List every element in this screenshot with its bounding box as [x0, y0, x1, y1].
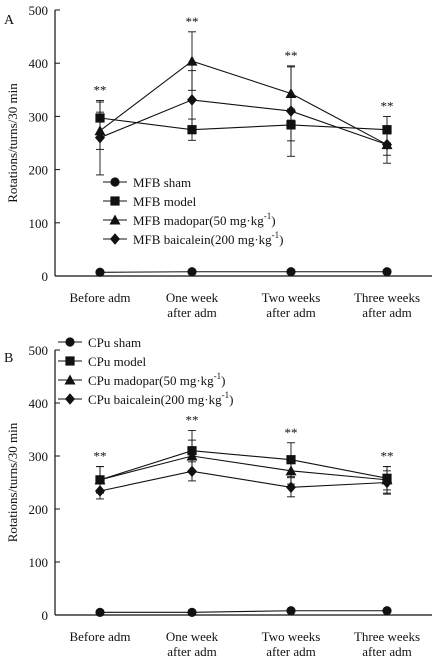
- x-tick-label: after adm: [266, 644, 315, 659]
- data-point-diamond: [187, 465, 197, 478]
- x-tick-label: after adm: [266, 305, 315, 320]
- x-tick-label: Before adm: [69, 629, 130, 644]
- data-point-diamond: [95, 131, 105, 144]
- series-line: [100, 610, 387, 613]
- x-tick-label: Before adm: [69, 290, 130, 305]
- y-tick-label: 500: [29, 343, 49, 358]
- y-tick-label: 300: [29, 109, 49, 124]
- legend-label: CPu model: [88, 354, 147, 369]
- data-point-triangle: [186, 55, 198, 66]
- panel-label: A: [4, 13, 15, 28]
- legend-marker-square: [65, 356, 75, 366]
- significance-mark: **: [285, 425, 298, 440]
- y-tick-label: 0: [42, 269, 49, 284]
- series-line: [99, 470, 388, 492]
- legend: MFB sham MFB model MFB madopar(50 mg·kg-1)…: [103, 175, 284, 247]
- data-point-diamond: [187, 94, 197, 106]
- y-tick-label: 0: [42, 608, 49, 623]
- legend-label: MFB madopar(50 mg·kg-1): [133, 211, 276, 228]
- x-tick-label: Two weeks: [262, 290, 321, 305]
- significance-mark: **: [94, 449, 107, 464]
- data-point-triangle: [285, 465, 297, 476]
- data-point-circle: [286, 267, 296, 277]
- data-point-diamond: [95, 485, 105, 497]
- y-tick-label: 200: [29, 502, 49, 517]
- series-triangle: [94, 31, 393, 156]
- legend-label: CPu madopar(50 mg·kg-1): [88, 371, 226, 388]
- x-tick-label: Three weeks: [354, 629, 420, 644]
- data-point-circle: [187, 267, 197, 277]
- panel-label: B: [4, 351, 13, 366]
- data-point-circle: [286, 606, 296, 616]
- series-circle: [95, 267, 392, 277]
- y-axis-label: Rotations/turns/30 min: [5, 83, 20, 203]
- data-point-triangle: [186, 450, 198, 461]
- legend-label: CPu baicalein(200 mg·kg-1): [88, 390, 233, 407]
- legend-marker-circle: [110, 177, 120, 187]
- legend-label: MFB model: [133, 194, 197, 209]
- data-point-square: [187, 125, 197, 135]
- x-tick-label: One week: [166, 629, 219, 644]
- series-line: [99, 455, 388, 481]
- significance-mark: **: [186, 14, 199, 29]
- significance-mark: **: [285, 48, 298, 63]
- x-tick-label: Three weeks: [354, 290, 420, 305]
- series-square: [95, 430, 392, 494]
- series-circle: [95, 606, 392, 617]
- chart-panel-A: A 0 100 200 300 400 500 Rotations/turns/30 min B…: [4, 3, 432, 320]
- data-point-diamond: [382, 476, 392, 489]
- data-point-diamond: [286, 105, 296, 117]
- data-point-diamond: [286, 481, 296, 494]
- legend-label: CPu sham: [88, 335, 141, 350]
- x-tick-label: Two weeks: [262, 629, 321, 644]
- y-tick-label: 200: [29, 163, 49, 178]
- data-point-circle: [187, 607, 197, 617]
- data-point-circle: [382, 606, 392, 616]
- y-tick-label: 100: [29, 216, 49, 231]
- series-diamond: [95, 461, 392, 500]
- chart-panel-B: B 0 100 200 300 400 500 Rotations/turns/30 min B…: [4, 335, 432, 659]
- y-tick-label: 400: [29, 56, 49, 71]
- series-line: [99, 271, 387, 273]
- legend-marker-triangle: [109, 214, 121, 225]
- series-triangle: [94, 439, 393, 494]
- legend-marker-diamond: [110, 233, 120, 245]
- data-point-diamond: [382, 138, 392, 151]
- data-point-circle: [95, 607, 105, 617]
- legend-marker-square: [110, 196, 120, 206]
- x-tick-label: after adm: [362, 305, 411, 320]
- significance-mark: **: [186, 413, 199, 428]
- series-line: [99, 450, 388, 481]
- legend: CPu sham CPu model CPu madopar(50 mg·kg-1)…: [58, 335, 233, 407]
- significance-mark: **: [94, 82, 107, 97]
- legend-marker-diamond: [65, 393, 75, 405]
- y-tick-label: 100: [29, 555, 49, 570]
- legend-label: MFB baicalein(200 mg·kg-1): [133, 230, 284, 247]
- legend-marker-triangle: [64, 374, 76, 385]
- data-point-circle: [95, 267, 105, 277]
- data-point-circle: [382, 267, 392, 277]
- x-tick-label: after adm: [167, 305, 216, 320]
- y-axis-label: Rotations/turns/30 min: [5, 422, 20, 542]
- series-line: [99, 60, 388, 146]
- x-tick-label: after adm: [362, 644, 411, 659]
- x-tick-label: after adm: [167, 644, 216, 659]
- significance-mark: **: [381, 98, 394, 113]
- x-tick-label: One week: [166, 290, 219, 305]
- series-line: [99, 99, 388, 146]
- legend-label: MFB sham: [133, 175, 191, 190]
- series-diamond: [95, 65, 392, 176]
- y-tick-label: 500: [29, 3, 49, 18]
- significance-mark: **: [381, 449, 394, 464]
- y-tick-label: 400: [29, 396, 49, 411]
- legend-marker-circle: [65, 337, 75, 347]
- data-point-triangle: [94, 474, 106, 485]
- series-square: [95, 101, 392, 144]
- y-tick-label: 300: [29, 449, 49, 464]
